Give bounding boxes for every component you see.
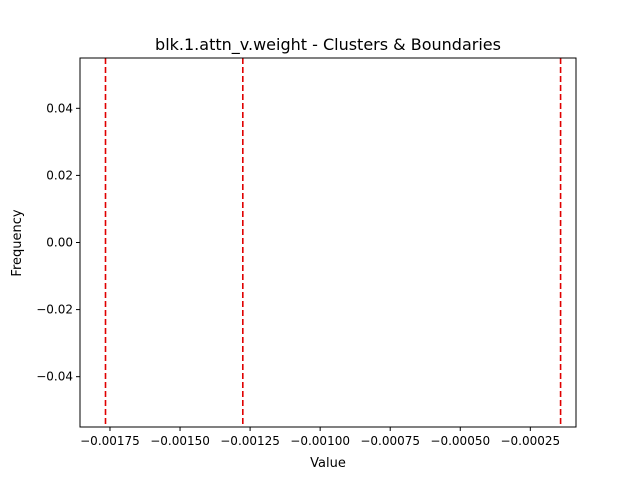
x-tick-label: −0.00100 bbox=[290, 434, 350, 448]
y-tick-label: −0.02 bbox=[36, 303, 73, 317]
x-axis-label: Value bbox=[310, 456, 346, 471]
x-tick-label: −0.00050 bbox=[430, 434, 490, 448]
y-axis: −0.04 −0.02 0.00 0.02 0.04 bbox=[36, 101, 80, 384]
plot-area bbox=[79, 57, 577, 428]
y-tick-label: −0.04 bbox=[36, 370, 73, 384]
y-axis-label: Frequency bbox=[10, 209, 25, 276]
y-tick-label: 0.00 bbox=[46, 236, 73, 250]
x-tick-label: −0.00025 bbox=[500, 434, 560, 448]
x-tick-label: −0.00175 bbox=[80, 434, 140, 448]
y-tick-label: 0.02 bbox=[46, 168, 73, 182]
x-tick-label: −0.00125 bbox=[220, 434, 280, 448]
chart-title: blk.1.attn_v.weight - Clusters & Boundar… bbox=[155, 35, 501, 55]
x-tick-label: −0.00150 bbox=[150, 434, 210, 448]
boundary-lines bbox=[104, 58, 562, 427]
x-axis: −0.00175 −0.00150 −0.00125 −0.00100 −0.00075… bbox=[80, 427, 560, 448]
x-tick-label: −0.00075 bbox=[360, 434, 420, 448]
y-tick-label: 0.04 bbox=[46, 101, 73, 115]
